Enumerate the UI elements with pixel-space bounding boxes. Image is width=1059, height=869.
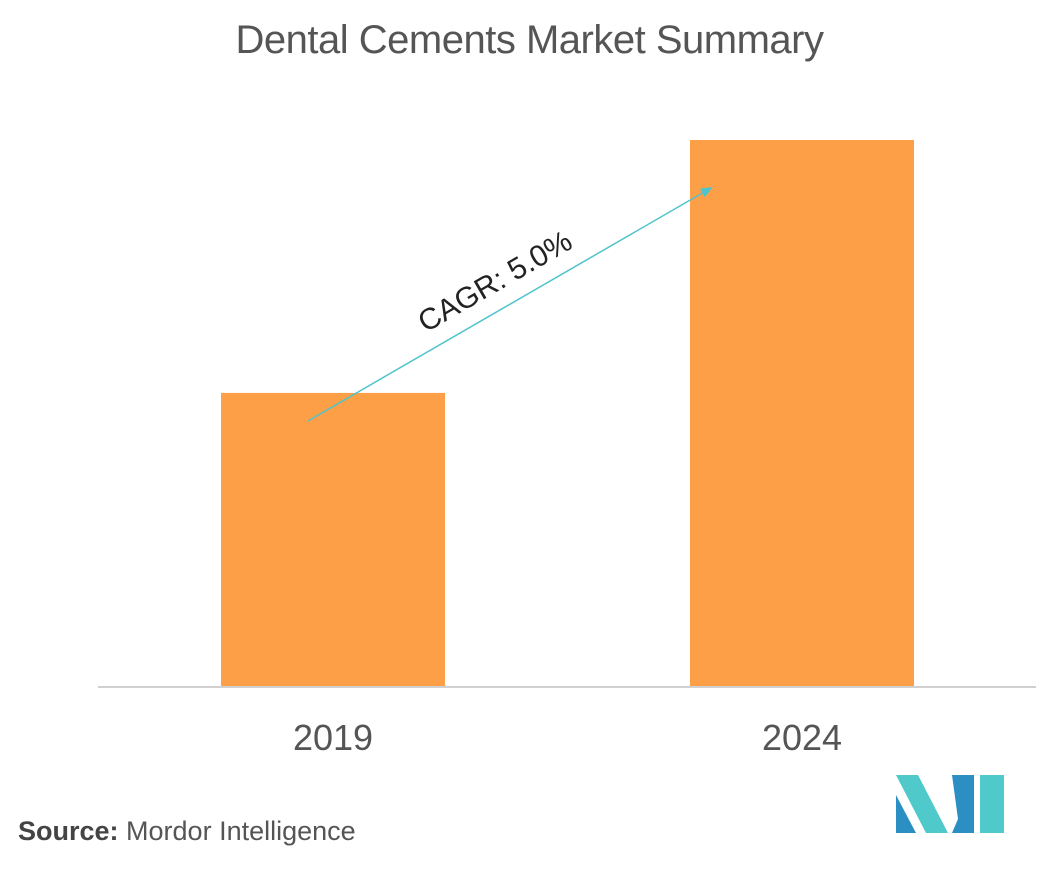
source-label: Source:: [18, 816, 119, 846]
logo-shape-mid: [952, 775, 974, 833]
bars-group: [221, 140, 914, 687]
cagr-arrow: [307, 186, 713, 422]
bar-2019: [221, 392, 445, 687]
chart-title: Dental Cements Market Summary: [235, 18, 824, 62]
source-note: Source: Mordor Intelligence: [18, 816, 356, 847]
mordor-intelligence-logo-icon: [896, 775, 1004, 833]
x-tick-label-2019: 2019: [293, 717, 373, 758]
x-tick-label-2024: 2024: [762, 717, 842, 758]
source-text: Mordor Intelligence: [126, 816, 356, 846]
cagr-label: CAGR: 5.0%: [413, 225, 578, 340]
logo-shape-left: [896, 775, 948, 833]
logo-shape-left-base: [896, 795, 916, 833]
x-tick-labels: 2019 2024: [293, 717, 842, 758]
logo-shape-right: [980, 775, 1004, 833]
bar-2024: [690, 140, 914, 687]
